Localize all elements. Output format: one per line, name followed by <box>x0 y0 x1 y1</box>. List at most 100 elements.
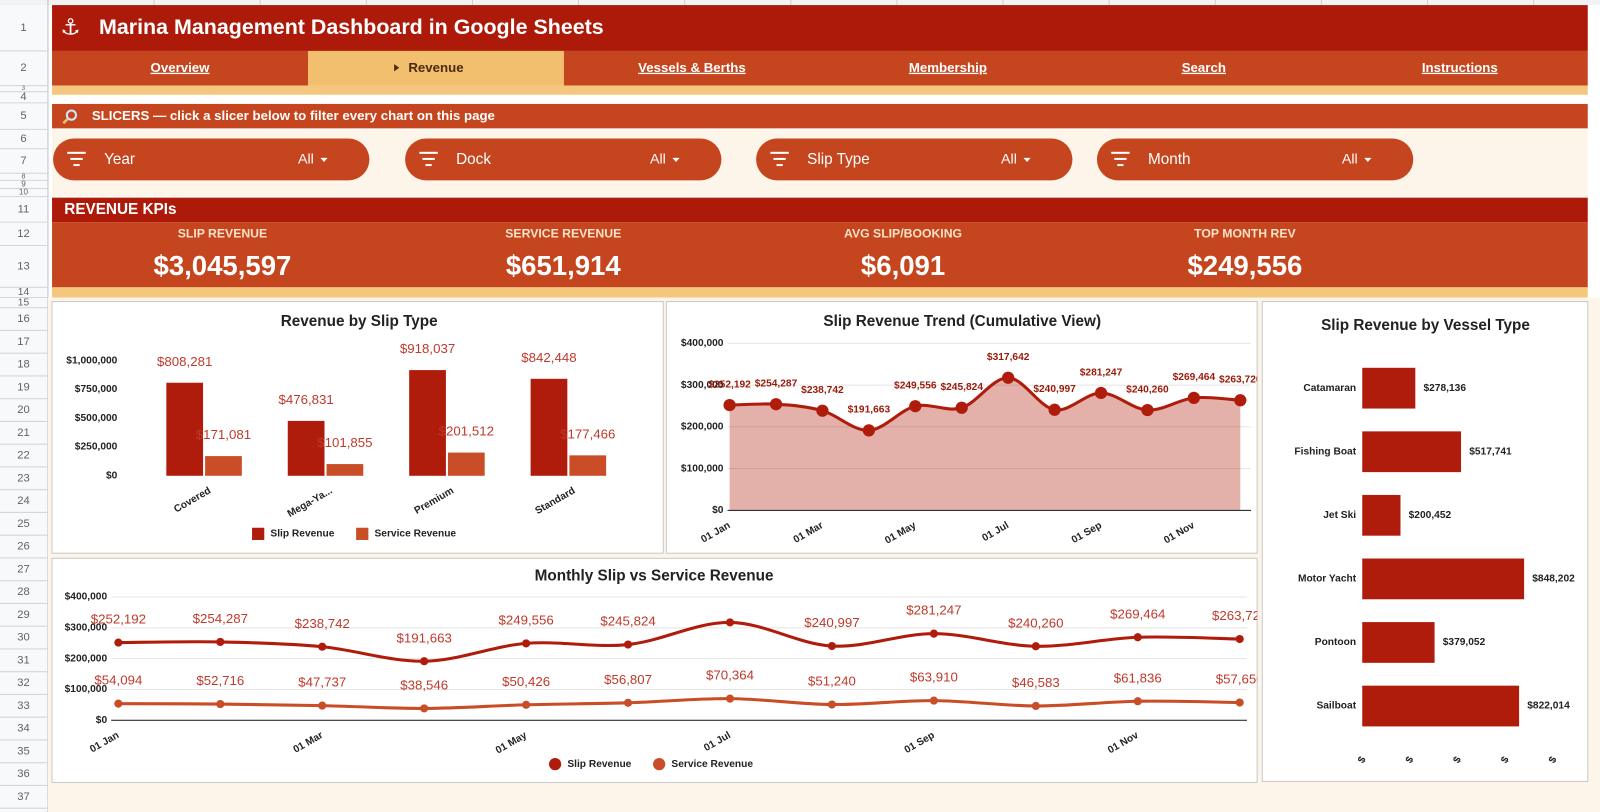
data-label: $51,240 <box>808 674 856 689</box>
y-tick-label: $100,000 <box>681 463 724 474</box>
point <box>522 700 531 709</box>
slicer-pill[interactable] <box>1096 138 1414 181</box>
accent-band <box>52 287 1588 298</box>
row-number: 33 <box>17 700 29 712</box>
data-label: $263,720 <box>1219 375 1262 386</box>
slicer-value[interactable]: All <box>1342 152 1358 168</box>
chart: Slip Revenue by Vessel Type Catamaran $278… <box>1294 317 1575 765</box>
data-label: $101,855 <box>317 435 372 450</box>
kpi-area <box>52 222 1588 288</box>
row-number: 28 <box>17 586 29 598</box>
row-number: 26 <box>17 541 29 553</box>
nav-tab[interactable]: Revenue <box>307 50 564 86</box>
point <box>1031 701 1040 711</box>
y-tick-label: $200,000 <box>681 422 724 433</box>
y-tick-label: Pontoon <box>1315 637 1356 648</box>
data-label: $254,287 <box>193 611 248 626</box>
nav-tab-label[interactable]: Overview <box>151 60 211 75</box>
y-tick-label: $250,000 <box>75 442 118 453</box>
y-tick-label: $0 <box>106 470 118 481</box>
nav-tab-label[interactable]: Membership <box>909 60 987 75</box>
row-number: 3 <box>22 85 26 92</box>
search-icon-handle <box>62 118 69 125</box>
slicer-pill[interactable] <box>756 138 1073 181</box>
slicer-label[interactable]: Slip Type <box>807 151 870 168</box>
point <box>623 640 633 649</box>
bar <box>1362 431 1462 473</box>
nav-tab-label[interactable]: Instructions <box>1422 60 1498 75</box>
dropdown-caret <box>320 157 328 162</box>
slicer[interactable]: Year All <box>53 138 370 181</box>
nav-tab[interactable]: Overview <box>151 60 211 75</box>
slicer-pill[interactable] <box>405 138 722 181</box>
slicer-header <box>52 103 1588 129</box>
data-label: $61,836 <box>1114 670 1162 685</box>
filter-icon <box>70 157 83 160</box>
point <box>114 699 123 708</box>
slicer-label[interactable]: Month <box>1148 151 1191 168</box>
data-label: $240,260 <box>1126 384 1169 395</box>
row-number: 19 <box>17 381 29 393</box>
slicer[interactable]: Slip Type All <box>756 138 1073 181</box>
legend-swatch <box>252 527 265 540</box>
nav-tab-label[interactable]: Revenue <box>408 60 463 75</box>
slicer-value[interactable]: All <box>650 152 666 168</box>
y-tick-label: $400,000 <box>65 592 108 603</box>
slicer-pill[interactable] <box>53 138 370 181</box>
row-number: 10 <box>19 188 29 197</box>
data-label: $842,448 <box>521 350 576 365</box>
point <box>1133 697 1142 706</box>
row-number: 21 <box>17 427 29 439</box>
data-label: $46,583 <box>1012 675 1060 690</box>
kpi-label: SLIP REVENUE <box>178 227 267 241</box>
filter-icon <box>67 151 86 154</box>
bar <box>569 455 607 476</box>
row-number: 29 <box>17 609 29 621</box>
data-label: $517,741 <box>1469 446 1512 457</box>
nav-tab-active[interactable] <box>307 50 564 86</box>
legend-swatch <box>548 758 562 771</box>
legend-label: Slip Revenue <box>270 529 334 540</box>
data-label: $240,997 <box>804 615 859 630</box>
kpi-value: $6,091 <box>861 250 945 281</box>
legend-swatch <box>653 758 666 771</box>
row-number: 24 <box>17 495 29 507</box>
slicer[interactable]: Dock All <box>405 138 722 181</box>
point <box>1235 634 1244 644</box>
bar <box>287 420 325 476</box>
filter-icon <box>770 151 789 154</box>
point <box>1235 698 1244 707</box>
nav-tab[interactable]: Search <box>1182 60 1226 75</box>
slicer-label[interactable]: Dock <box>456 151 491 168</box>
nav-tab-label[interactable]: Search <box>1182 60 1226 75</box>
nav-tab[interactable]: Membership <box>909 60 987 75</box>
search-icon <box>65 109 78 121</box>
dropdown-caret <box>672 157 680 162</box>
slicer-value[interactable]: All <box>298 152 314 168</box>
kpi-label: SERVICE REVENUE <box>505 227 621 241</box>
filter-icon <box>422 157 435 160</box>
nav-tab[interactable]: Instructions <box>1422 60 1498 75</box>
data-label: $252,192 <box>708 379 751 390</box>
slicer-label[interactable]: Year <box>104 151 135 168</box>
chart-title: Slip Revenue by Vessel Type <box>1321 317 1530 334</box>
data-label: $254,287 <box>755 379 798 390</box>
filter-icon <box>1111 151 1130 154</box>
kpi-header-text: REVENUE KPIs <box>64 201 176 218</box>
row-number: 17 <box>17 336 29 348</box>
slicer[interactable]: Month All <box>1096 138 1414 181</box>
data-label: $249,556 <box>498 612 553 627</box>
nav-tab[interactable]: Vessels & Berths <box>638 60 746 75</box>
point <box>955 401 968 414</box>
row-number: 34 <box>17 723 29 735</box>
nav-tab-label[interactable]: Vessels & Berths <box>638 60 746 75</box>
point <box>909 400 922 413</box>
data-label: $245,824 <box>940 382 983 393</box>
row-number: 27 <box>17 563 29 575</box>
row-number: 9 <box>21 180 26 189</box>
row-number: 25 <box>17 518 29 530</box>
slicer-value[interactable]: All <box>1001 152 1017 168</box>
data-label: $201,512 <box>439 424 494 439</box>
data-label: $281,247 <box>1080 367 1123 378</box>
